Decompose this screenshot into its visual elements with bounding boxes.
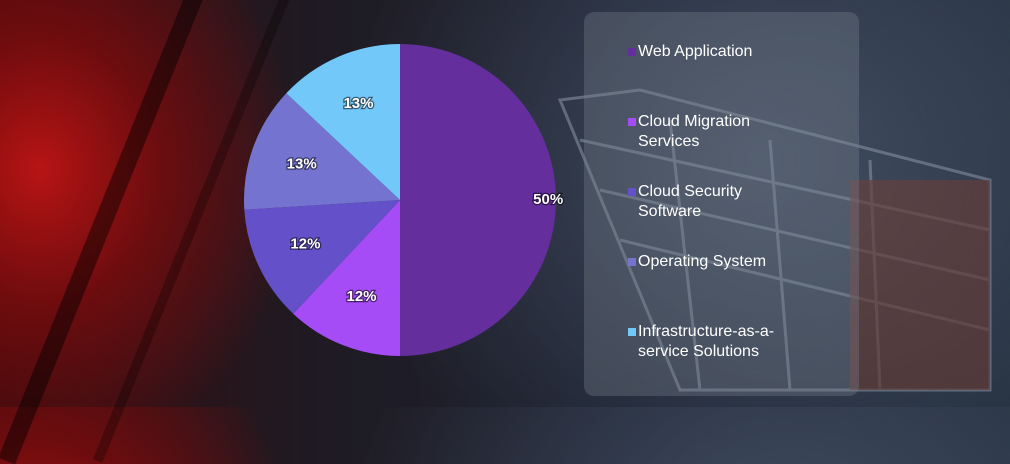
legend-item-infrastructure-as-a-service: Infrastructure-as-a-service Solutions — [628, 322, 849, 392]
pie-slice — [244, 200, 400, 314]
pie-slice — [286, 44, 400, 200]
legend-item-cloud-migration-services: Cloud Migration Services — [628, 112, 849, 182]
legend-item-operating-system: Operating System — [628, 252, 849, 322]
pie-slice — [293, 200, 400, 356]
pie-data-label: 13% — [287, 156, 317, 173]
shopping-cart-background-image — [557, 88, 992, 392]
pie-data-label: 12% — [347, 288, 377, 305]
legend-swatch — [628, 258, 636, 266]
pie-slice — [400, 44, 556, 356]
legend-swatch — [628, 48, 636, 56]
legend: Web Application Cloud Migration Services… — [584, 12, 859, 396]
background-stripe — [0, 0, 210, 464]
pie-chart: 50% 12% 12% 13% 13% — [244, 44, 564, 356]
legend-label: Infrastructure-as-a-service Solutions — [638, 323, 775, 360]
pie-data-label: 13% — [343, 95, 373, 112]
legend-label: Operating System — [638, 253, 767, 270]
legend-item-web-application: Web Application — [628, 42, 849, 112]
legend-label: Cloud Migration Services — [638, 113, 751, 150]
pie-data-label: 50% — [533, 191, 563, 208]
legend-swatch — [628, 328, 636, 336]
legend-item-cloud-security-software: Cloud Security Software — [628, 182, 849, 252]
pie-slice — [244, 93, 400, 210]
legend-swatch — [628, 118, 636, 126]
legend-swatch — [628, 188, 636, 196]
legend-label: Cloud Security Software — [638, 183, 743, 220]
legend-label: Web Application — [638, 43, 753, 60]
pie-data-label: 12% — [290, 235, 320, 252]
